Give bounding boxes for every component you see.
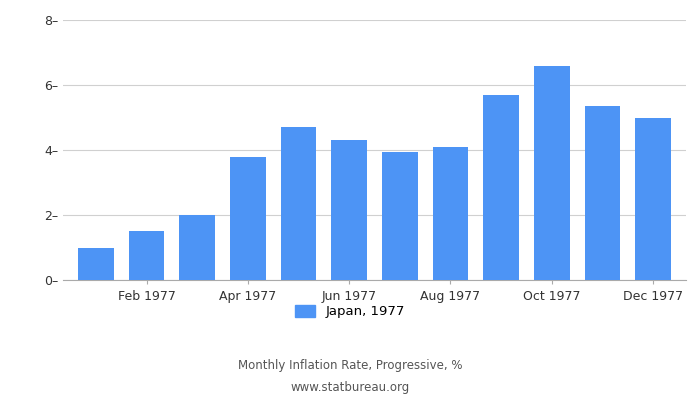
Bar (484, 95, 519, 280)
Bar (331, 140, 367, 280)
Text: www.statbureau.org: www.statbureau.org (290, 381, 410, 394)
Bar (382, 152, 418, 280)
Legend: Japan, 1977: Japan, 1977 (290, 300, 410, 324)
Bar (179, 215, 215, 280)
Bar (636, 118, 671, 280)
Bar (584, 106, 620, 280)
Text: Monthly Inflation Rate, Progressive, %: Monthly Inflation Rate, Progressive, % (238, 360, 462, 372)
Bar (433, 147, 468, 280)
Bar (281, 127, 316, 280)
Bar (534, 66, 570, 280)
Bar (230, 156, 265, 280)
Bar (78, 248, 113, 280)
Bar (129, 231, 164, 280)
